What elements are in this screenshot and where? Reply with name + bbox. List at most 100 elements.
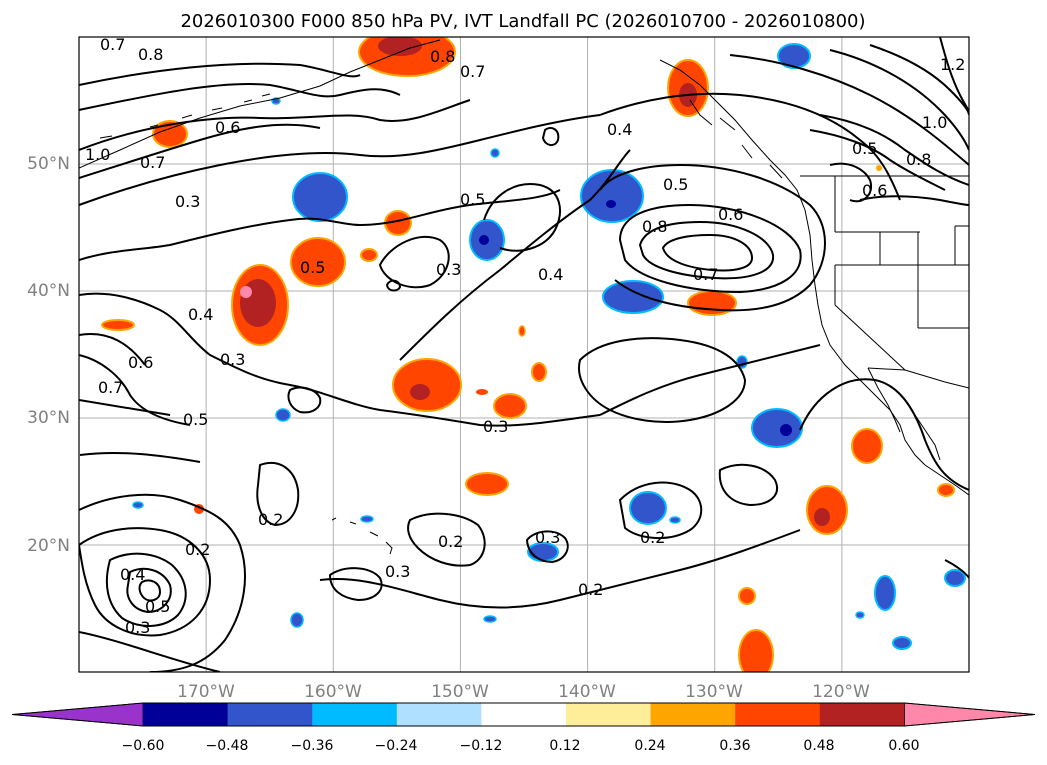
pv-contour-line: [79, 114, 601, 206]
state-borders: [834, 176, 969, 371]
pv-contour-line: [939, 37, 969, 113]
contour-label: 0.4: [538, 265, 563, 284]
mexico-coast: [924, 464, 969, 496]
colorbar-tick-label: −0.24: [375, 738, 418, 754]
pc-positive-patch: [476, 389, 488, 395]
colorbar-tick-label: 0.48: [803, 738, 834, 754]
pc-negative-patch: [751, 408, 803, 448]
pv-contour-line: [662, 234, 753, 272]
contour-label: 0.3: [436, 260, 461, 279]
pv-contour-line: [319, 529, 801, 609]
colorbar-tick-label: 0.12: [549, 738, 580, 754]
contour-label: 0.5: [183, 410, 208, 429]
contour-label: 1.0: [85, 145, 110, 164]
contour-label: 0.7: [100, 35, 125, 54]
pc-positive-patch: [937, 483, 955, 497]
pc-positive-patch: [101, 319, 135, 331]
pv-contour-line: [407, 512, 486, 567]
pv-contours: [79, 37, 969, 672]
pv-contour-line: [126, 567, 172, 613]
colorbar-outline: [11, 702, 1036, 727]
contour-label: 0.7: [460, 62, 485, 81]
alaska-peninsula-coast: [79, 39, 441, 169]
pv-contour-line: [619, 204, 802, 293]
pc-negative-patch: [855, 611, 865, 619]
pv-contour-line: [79, 354, 191, 426]
contour-label: 0.2: [640, 528, 665, 547]
contour-label: 0.6: [128, 353, 153, 372]
contour-label: 0.3: [220, 350, 245, 369]
pc-positive-patch: [518, 325, 526, 337]
colorbar-tick-label: −0.12: [460, 738, 503, 754]
pv-contour-line: [79, 83, 401, 111]
pv-contour-line: [329, 567, 383, 601]
pc-negative-patch: [290, 612, 304, 628]
pc-positive-patch: [876, 165, 882, 171]
pc-positive-patch: [493, 393, 527, 419]
gridlines: [79, 37, 969, 672]
contour-label: 0.6: [215, 118, 240, 137]
colorbar-segment: [566, 703, 652, 726]
pc-positive-patch: [531, 362, 547, 382]
pv-contour-line: [256, 462, 300, 526]
colorbar-tick-label: −0.60: [122, 738, 165, 754]
colorbar-extend-min: [11, 702, 144, 727]
pc-negative-core: [479, 235, 489, 245]
contour-label: 0.4: [607, 120, 632, 139]
colorbar-segment: [481, 703, 567, 726]
contour-label: 0.5: [460, 190, 485, 209]
contour-label: 0.2: [185, 540, 210, 559]
pc-positive-patch: [392, 358, 462, 412]
contour-label: 0.4: [188, 305, 213, 324]
lon-label: 120°W: [812, 682, 870, 702]
pv-contour-line: [599, 344, 821, 416]
pc-positive-patch: [360, 248, 378, 262]
contour-label: 0.5: [663, 175, 688, 194]
contour-label: 0.3: [175, 192, 200, 211]
pv-contour-line: [809, 129, 946, 191]
colorbar-segments: [11, 702, 1036, 727]
pc-negative-patch: [629, 491, 667, 525]
pc-negative-patch: [360, 515, 374, 523]
colorbar-segment: [735, 703, 821, 726]
pc-positive-patch: [738, 629, 774, 672]
contour-label: 0.7: [98, 378, 123, 397]
pv-contour-line: [287, 386, 322, 414]
pc-positive-peak: [240, 286, 252, 298]
contour-label: 0.5: [145, 597, 170, 616]
colorbar-segment: [227, 703, 313, 726]
pc-positive-core: [378, 37, 422, 56]
pc-negative-patch: [874, 575, 896, 611]
us-mexico-border: [867, 367, 969, 389]
pv-contour-line: [105, 552, 187, 627]
pv-contour-line: [799, 378, 969, 491]
colorbar-tick-label: 0.60: [888, 738, 919, 754]
colorbar-segment: [143, 703, 229, 726]
lat-label: 50°N: [27, 154, 70, 174]
pc-positive-core: [814, 508, 830, 526]
lon-label: 160°W: [304, 682, 362, 702]
contour-label: 0.3: [125, 618, 150, 637]
pv-contour-line: [79, 452, 201, 463]
contour-label: 0.8: [430, 47, 455, 66]
colorbar-tick-label: 0.24: [634, 738, 665, 754]
contour-label: 0.8: [138, 45, 163, 64]
contour-label: 0.2: [258, 510, 283, 529]
pv-contour-line: [399, 149, 631, 361]
lon-label: 150°W: [431, 682, 489, 702]
pv-contour-line: [526, 530, 569, 563]
lat-label: 20°N: [27, 536, 70, 556]
contour-label: 0.6: [718, 205, 743, 224]
pv-contour-line: [79, 123, 321, 179]
pc-negative-patch: [602, 280, 664, 314]
map-background: [79, 37, 969, 672]
colorbar-tick-label: −0.36: [291, 738, 334, 754]
colorbar-segment: [650, 703, 736, 726]
hawaii-islands: [331, 517, 393, 555]
pc-negative-patch: [292, 172, 348, 222]
contour-label: 1.0: [922, 113, 947, 132]
colorbar-segment: [312, 703, 398, 726]
pc-negative-patch: [944, 569, 966, 587]
pv-contour-line: [542, 127, 560, 146]
